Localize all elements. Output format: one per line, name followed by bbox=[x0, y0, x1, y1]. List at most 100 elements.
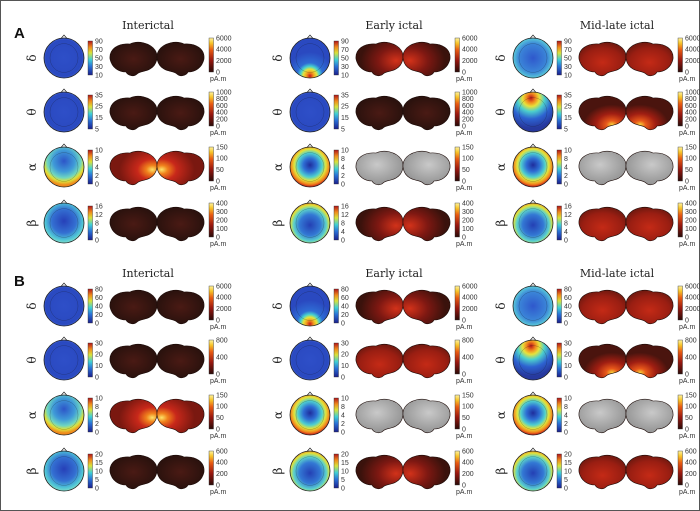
colorbar-tick-label: 10 bbox=[341, 395, 349, 402]
band-label: θ bbox=[271, 108, 285, 115]
brain-surface-left bbox=[355, 95, 404, 131]
colorbar-tick-label: 20 bbox=[95, 312, 103, 319]
brain-surface-right bbox=[625, 41, 674, 77]
colorbar-tick-label: 30 bbox=[341, 64, 349, 71]
topography-colorbar bbox=[87, 342, 93, 378]
colorbar-tick-label: 0 bbox=[95, 181, 99, 188]
colorbar-tick-label: 200 bbox=[462, 471, 474, 478]
nose-marker bbox=[306, 336, 314, 341]
colorbar-tick-label: 50 bbox=[564, 55, 572, 62]
colorbar-tick-label: 10 bbox=[95, 147, 103, 154]
colorbar-tick-label: 800 bbox=[685, 96, 697, 103]
colorbar-tick-label: 400 bbox=[685, 460, 697, 467]
colorbar-tick-label: 100 bbox=[216, 226, 228, 233]
brain-surface-left bbox=[355, 289, 404, 325]
scalp-topography bbox=[43, 146, 85, 188]
colorbar-tick-label: 80 bbox=[95, 286, 103, 293]
brain-surface-left bbox=[109, 206, 158, 242]
electrode-contour bbox=[49, 43, 79, 73]
colorbar-tick-label: 50 bbox=[95, 55, 103, 62]
band-label: α bbox=[25, 163, 39, 171]
brain-surface-right bbox=[156, 398, 205, 434]
electrode-contour bbox=[518, 400, 548, 430]
topography-colorbar bbox=[333, 94, 339, 130]
colorbar-tick-label: 35 bbox=[95, 92, 103, 99]
colorbar-tick-label: 100 bbox=[462, 156, 474, 163]
colorbar-tick-label: 5 bbox=[95, 126, 99, 133]
colorbar-tick-label: 2000 bbox=[216, 306, 232, 313]
scalp-topography bbox=[289, 394, 331, 436]
scalp-topography bbox=[289, 202, 331, 244]
colorbar-tick-label: 0 bbox=[216, 234, 220, 241]
colorbar-unit: pA.m bbox=[456, 433, 473, 440]
colorbar-tick-label: 90 bbox=[341, 38, 349, 45]
colorbar-tick-label: 90 bbox=[564, 38, 572, 45]
electrode-contour bbox=[49, 291, 79, 321]
colorbar-tick-label: 4000 bbox=[216, 47, 232, 54]
brain-surface-right bbox=[625, 398, 674, 434]
colorbar-tick-label: 300 bbox=[685, 209, 697, 216]
nose-marker bbox=[60, 447, 68, 452]
colorbar-tick-label: 30 bbox=[564, 64, 572, 71]
electrode-contour bbox=[49, 345, 79, 375]
colorbar-unit: pA.m bbox=[210, 241, 227, 248]
colorbar-tick-label: 0 bbox=[462, 317, 466, 324]
brain-surface-left bbox=[109, 95, 158, 131]
colorbar-unit: pA.m bbox=[679, 185, 696, 192]
colorbar-tick-label: 12 bbox=[341, 212, 349, 219]
brain-surface-right bbox=[402, 41, 451, 77]
colorbar-tick-label: 4 bbox=[564, 412, 568, 419]
nose-marker bbox=[60, 282, 68, 287]
colorbar-unit: pA.m bbox=[210, 76, 227, 83]
topography-colorbar bbox=[87, 205, 93, 241]
colorbar-tick-label: 400 bbox=[216, 110, 228, 117]
brain-surface-left bbox=[109, 150, 158, 186]
colorbar-tick-label: 4 bbox=[341, 412, 345, 419]
colorbar-tick-label: 0 bbox=[341, 429, 345, 436]
brain-surface-right bbox=[156, 95, 205, 131]
electrode-contour bbox=[295, 152, 325, 182]
colorbar-tick-label: 2000 bbox=[685, 306, 700, 313]
scalp-topography bbox=[289, 91, 331, 133]
colorbar-tick-label: 90 bbox=[95, 38, 103, 45]
panel-b: B Interictal Early ictal Mid-late ictalδ806… bbox=[14, 267, 700, 496]
colorbar-tick-label: 8 bbox=[564, 156, 568, 163]
colorbar-tick-label: 0 bbox=[462, 371, 466, 378]
colorbar-tick-label: 100 bbox=[685, 156, 697, 163]
nose-marker bbox=[306, 143, 314, 148]
electrode-contour bbox=[295, 291, 325, 321]
colorbar-tick-label: 600 bbox=[685, 103, 697, 110]
colorbar-tick-label: 0 bbox=[341, 485, 345, 492]
source-colorbar bbox=[208, 394, 214, 430]
colorbar-tick-label: 35 bbox=[341, 92, 349, 99]
topography-colorbar bbox=[87, 453, 93, 489]
colorbar-tick-label: 0 bbox=[341, 374, 345, 381]
colorbar-tick-label: 5 bbox=[95, 477, 99, 484]
topography-colorbar bbox=[556, 288, 562, 324]
colorbar-tick-label: 4 bbox=[95, 164, 99, 171]
brain-surface-right bbox=[402, 150, 451, 186]
nose-marker bbox=[60, 143, 68, 148]
colorbar-tick-label: 800 bbox=[685, 337, 697, 344]
colorbar-tick-label: 4 bbox=[95, 229, 99, 236]
topography-colorbar bbox=[87, 397, 93, 433]
scalp-topography bbox=[43, 91, 85, 133]
band-label: δ bbox=[25, 54, 39, 61]
colorbar-tick-label: 5 bbox=[564, 477, 568, 484]
colorbar-tick-label: 0 bbox=[462, 178, 466, 185]
colorbar-tick-label: 8 bbox=[341, 220, 345, 227]
brain-surface-left bbox=[578, 206, 627, 242]
nose-marker bbox=[306, 199, 314, 204]
electrode-contour bbox=[49, 152, 79, 182]
electrode-contour bbox=[518, 97, 548, 127]
scalp-topography bbox=[512, 91, 554, 133]
colorbar-tick-label: 2000 bbox=[462, 58, 478, 65]
colorbar-tick-label: 1000 bbox=[216, 89, 232, 96]
brain-surface-right bbox=[156, 41, 205, 77]
